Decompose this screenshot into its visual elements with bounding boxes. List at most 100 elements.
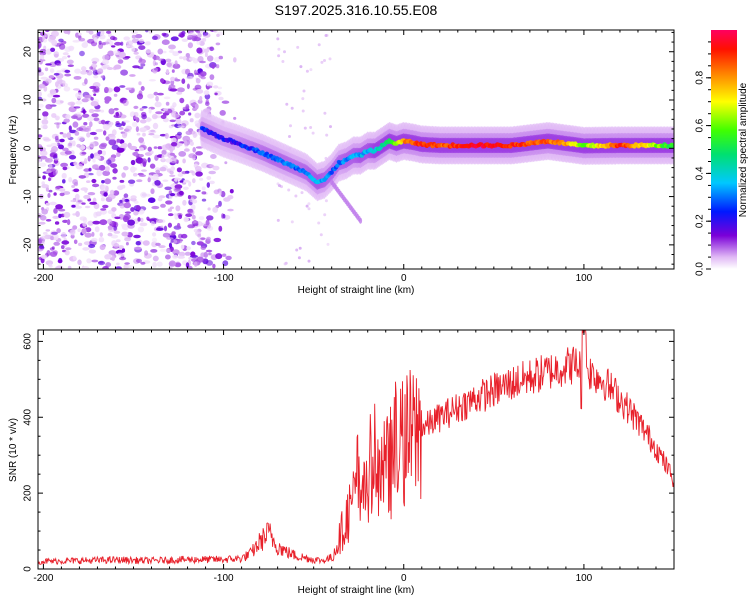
- noise-cell: [152, 122, 159, 130]
- noise-cell: [305, 69, 309, 73]
- noise-cell: [111, 207, 117, 212]
- y-tick-label: -20: [23, 237, 34, 252]
- noise-cell: [172, 239, 177, 245]
- noise-cell: [41, 254, 47, 259]
- noise-cell: [204, 52, 208, 58]
- noise-cell: [208, 170, 216, 175]
- x-tick-label: 100: [576, 573, 593, 584]
- noise-cell: [72, 140, 76, 147]
- noise-cell: [88, 249, 97, 254]
- noise-cell: [74, 131, 80, 136]
- noise-cell: [281, 60, 285, 63]
- noise-cell: [225, 255, 232, 261]
- colorbar-ticks: 0.0 0.2 0.4 0.6 0.8: [695, 41, 711, 276]
- noise-cell: [130, 207, 135, 212]
- noise-cell: [142, 240, 150, 246]
- noise-cell: [195, 171, 203, 177]
- noise-cell: [87, 198, 92, 202]
- noise-cell: [324, 199, 328, 203]
- noise-cell: [170, 36, 179, 42]
- noise-cell: [213, 85, 219, 89]
- noise-cell: [172, 113, 180, 119]
- noise-cell: [123, 202, 131, 209]
- noise-cell: [101, 185, 110, 192]
- noise-cell: [168, 50, 175, 53]
- noise-cell: [109, 40, 114, 47]
- noise-cell: [150, 249, 158, 253]
- noise-cell: [48, 163, 53, 170]
- noise-cell: [177, 131, 182, 136]
- noise-cell: [64, 250, 70, 256]
- noise-cell: [139, 107, 144, 111]
- chart-title: S197.2025.316.10.55.E08: [275, 2, 438, 18]
- noise-cell: [276, 218, 280, 222]
- noise-cell: [62, 179, 66, 184]
- noise-cell: [98, 40, 102, 45]
- noise-cell: [86, 145, 94, 150]
- noise-cell: [89, 66, 93, 70]
- noise-cell: [66, 219, 71, 226]
- noise-cell: [328, 57, 332, 61]
- noise-cell: [106, 67, 114, 70]
- noise-cell: [210, 154, 217, 159]
- noise-cell: [182, 56, 187, 61]
- noise-cell: [175, 239, 183, 244]
- noise-cell: [170, 239, 174, 243]
- noise-cell: [62, 133, 68, 138]
- x-tick-label: 100: [576, 273, 593, 284]
- noise-cell: [176, 87, 185, 93]
- noise-cell: [47, 193, 51, 198]
- noise-cell: [130, 87, 136, 93]
- noise-cell: [198, 216, 205, 221]
- noise-cell: [141, 158, 147, 165]
- noise-cell: [128, 179, 136, 184]
- noise-cell: [229, 189, 234, 194]
- noise-cell: [289, 124, 292, 128]
- noise-cell: [159, 248, 167, 252]
- noise-cell: [222, 253, 227, 257]
- noise-cell: [183, 179, 190, 183]
- noise-cell: [110, 163, 118, 169]
- noise-cell: [202, 31, 209, 36]
- noise-cell: [233, 116, 237, 120]
- noise-cell: [133, 51, 139, 55]
- noise-cell: [139, 127, 147, 133]
- noise-cell: [196, 47, 203, 54]
- noise-cell: [112, 168, 118, 174]
- noise-cell: [297, 256, 301, 260]
- y-tick-label: 200: [23, 484, 34, 501]
- y-tick-label: 400: [23, 408, 34, 425]
- noise-cell: [58, 188, 66, 192]
- noise-cell: [133, 210, 139, 216]
- noise-cell: [56, 62, 62, 67]
- noise-cell: [140, 63, 146, 67]
- noise-cell: [102, 59, 109, 65]
- noise-cell: [203, 90, 210, 96]
- noise-cell: [197, 56, 204, 63]
- noise-cell: [73, 161, 79, 166]
- noise-cell: [63, 86, 71, 92]
- noise-cell: [213, 30, 218, 34]
- noise-cell: [125, 45, 131, 48]
- noise-cell: [181, 171, 188, 175]
- noise-cell: [133, 172, 138, 177]
- noise-cell: [172, 51, 180, 57]
- noise-cell: [83, 128, 90, 132]
- noise-cell: [87, 192, 96, 196]
- noise-cell: [199, 60, 206, 64]
- noise-cell: [116, 262, 120, 266]
- noise-cell: [168, 84, 176, 89]
- noise-cell: [302, 89, 306, 93]
- noise-cell: [144, 152, 153, 156]
- noise-cell: [45, 30, 50, 33]
- noise-cell: [113, 230, 121, 234]
- noise-cell: [99, 244, 106, 251]
- noise-cell: [53, 192, 57, 196]
- noise-cell: [92, 197, 97, 203]
- colorbar-tick-label: 0.4: [695, 166, 706, 180]
- noise-cell: [141, 114, 147, 120]
- noise-cell: [135, 126, 139, 133]
- noise-cell: [86, 132, 91, 138]
- x-tick-label: -100: [214, 573, 234, 584]
